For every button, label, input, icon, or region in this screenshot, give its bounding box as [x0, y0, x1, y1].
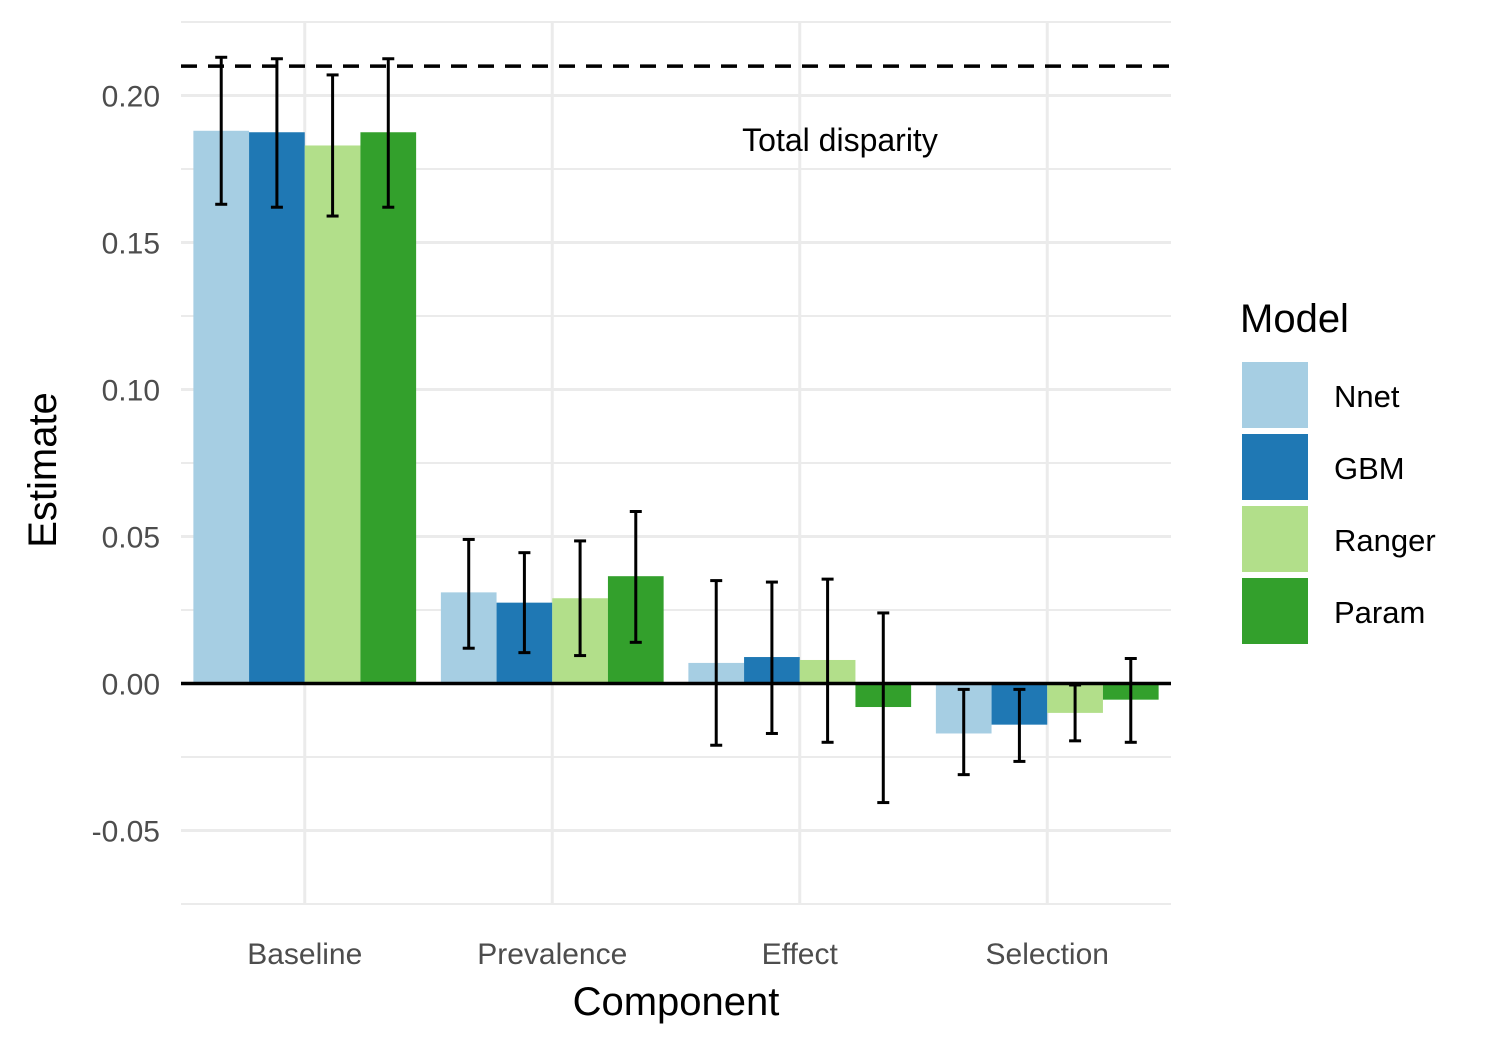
- bar-param-baseline: [360, 132, 417, 684]
- x-tick-label: Selection: [986, 938, 1109, 971]
- legend-label: Ranger: [1334, 523, 1436, 558]
- bars: [193, 130, 1159, 734]
- error-bar-param-selection: [1124, 657, 1137, 744]
- error-bar-nnet-baseline: [215, 55, 228, 206]
- error-bar-param-effect: [877, 611, 890, 805]
- bar-ranger-baseline: [304, 145, 361, 684]
- bar-nnet-baseline: [193, 130, 250, 684]
- error-bar-gbm-prevalence: [518, 551, 531, 655]
- x-tick-label: Baseline: [247, 938, 362, 971]
- error-bar-nnet-prevalence: [462, 537, 475, 650]
- legend-swatch: [1242, 434, 1308, 500]
- error-bar-param-baseline: [382, 57, 395, 209]
- y-tick-label: 0.20: [102, 81, 160, 114]
- legend-title: Model: [1240, 297, 1349, 341]
- x-tick-label: Effect: [762, 938, 839, 971]
- legend-item-param: Param: [1242, 578, 1425, 644]
- error-bar-ranger-baseline: [326, 73, 339, 218]
- error-bar-gbm-effect: [765, 580, 778, 735]
- y-tick-label: 0.15: [102, 228, 160, 261]
- legend-item-nnet: Nnet: [1242, 362, 1400, 428]
- legend-swatch: [1242, 506, 1308, 572]
- legend: Model Nnet GBM Ranger Param: [1240, 297, 1436, 644]
- error-bar-ranger-effect: [821, 577, 834, 744]
- legend-swatch: [1242, 578, 1308, 644]
- error-bar-nnet-selection: [957, 687, 970, 777]
- error-bars: [215, 55, 1137, 805]
- legend-item-ranger: Ranger: [1242, 506, 1436, 572]
- error-bar-param-prevalence: [629, 510, 642, 644]
- legend-label: GBM: [1334, 451, 1405, 486]
- x-tick-labels: Baseline Prevalence Effect Selection: [247, 938, 1109, 971]
- error-bar-gbm-selection: [1013, 687, 1026, 763]
- legend-label: Nnet: [1334, 379, 1400, 414]
- error-bar-nnet-effect: [710, 579, 723, 747]
- x-axis-title: Component: [573, 980, 780, 1024]
- y-tick-label: -0.05: [92, 816, 160, 849]
- legend-label: Param: [1334, 595, 1425, 630]
- y-tick-label: 0.00: [102, 669, 160, 702]
- error-bar-ranger-selection: [1069, 683, 1082, 743]
- y-tick-label: 0.10: [102, 375, 160, 408]
- y-tick-labels: -0.05 0.00 0.05 0.10 0.15 0.20: [92, 81, 160, 849]
- x-tick-label: Prevalence: [477, 938, 627, 971]
- legend-items: Nnet GBM Ranger Param: [1242, 362, 1436, 644]
- reference-line-label: Total disparity: [742, 122, 938, 158]
- error-bar-gbm-baseline: [270, 57, 283, 209]
- error-bar-ranger-prevalence: [574, 539, 587, 658]
- legend-swatch: [1242, 362, 1308, 428]
- y-axis-title: Estimate: [21, 392, 65, 548]
- bar-gbm-baseline: [249, 132, 305, 684]
- y-tick-label: 0.05: [102, 522, 160, 555]
- legend-item-gbm: GBM: [1242, 434, 1405, 500]
